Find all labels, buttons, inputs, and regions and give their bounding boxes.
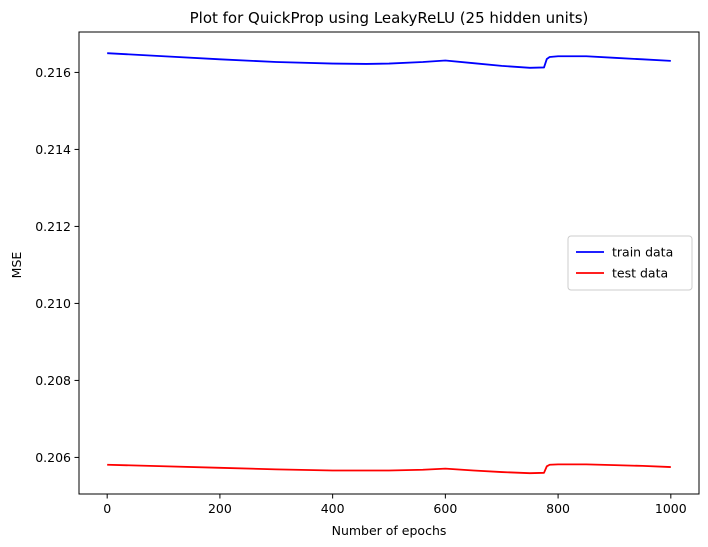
- x-tick-label: 1000: [655, 501, 687, 516]
- x-tick-label: 600: [433, 501, 457, 516]
- plot-area: 0 200 400 600 800 1000 0.206 0.208 0.210 0.212 0.2…: [35, 31, 700, 516]
- x-tick-label: 400: [321, 501, 345, 516]
- y-tick-label: 0.208: [35, 373, 71, 388]
- x-tick-label: 0: [103, 501, 111, 516]
- y-tick-label: 0.210: [35, 296, 71, 311]
- x-axis-title: Number of epochs: [332, 523, 447, 538]
- legend-box: [567, 235, 693, 291]
- plot-frame: [78, 31, 700, 495]
- legend: train data test data: [567, 235, 693, 291]
- series-line-train-data: [107, 52, 671, 69]
- y-tick-label: 0.214: [35, 142, 71, 157]
- x-tick-label: 800: [546, 501, 570, 516]
- series-line-test-data: [107, 463, 671, 475]
- chart-title: Plot for QuickProp using LeakyReLU (25 h…: [190, 9, 589, 27]
- y-tick-label: 0.216: [35, 65, 71, 80]
- legend-label: test data: [612, 266, 668, 281]
- y-tick-label: 0.206: [35, 450, 71, 465]
- y-axis-title: MSE: [9, 252, 24, 279]
- legend-label: train data: [612, 245, 673, 260]
- x-tick-label: 200: [208, 501, 232, 516]
- y-tick-label: 0.212: [35, 219, 71, 234]
